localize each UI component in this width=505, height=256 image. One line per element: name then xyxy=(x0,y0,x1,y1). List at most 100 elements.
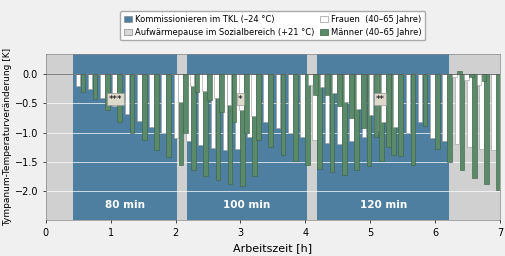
Bar xyxy=(331,74,336,93)
Bar xyxy=(178,74,182,102)
Bar xyxy=(292,74,297,161)
Bar xyxy=(417,74,422,122)
Bar xyxy=(141,74,146,140)
Bar xyxy=(317,74,322,169)
Bar xyxy=(343,74,348,102)
Bar xyxy=(247,74,251,137)
Bar xyxy=(319,74,324,87)
Bar xyxy=(324,74,329,95)
Bar xyxy=(336,74,341,144)
Bar xyxy=(469,74,473,77)
Bar xyxy=(410,74,415,165)
Bar xyxy=(464,74,468,80)
Bar xyxy=(154,74,159,150)
Bar xyxy=(356,74,361,109)
Bar xyxy=(451,74,456,77)
Bar xyxy=(210,74,215,148)
Bar xyxy=(380,74,385,122)
Bar xyxy=(348,74,354,141)
Bar xyxy=(100,74,105,98)
Y-axis label: Tympanum-Temperaturveränderung [K]: Tympanum-Temperaturveränderung [K] xyxy=(3,48,12,226)
Bar xyxy=(361,74,366,128)
Bar xyxy=(373,74,378,131)
Bar xyxy=(354,74,358,170)
Bar xyxy=(378,74,383,161)
Bar xyxy=(329,74,334,172)
Bar xyxy=(219,74,224,112)
Bar xyxy=(80,74,85,92)
Bar xyxy=(105,74,110,110)
Bar xyxy=(368,74,373,115)
Bar xyxy=(434,74,439,149)
Bar xyxy=(189,74,194,86)
Bar xyxy=(186,74,190,141)
Bar xyxy=(183,74,187,133)
Bar xyxy=(308,74,312,85)
Bar xyxy=(317,54,448,220)
Legend: Kommissionieren im TKL (–24 °C), Aufwärmepause im Sozialbereich (+21 °C), Frauen: Kommissionieren im TKL (–24 °C), Aufwärm… xyxy=(120,12,425,40)
Bar xyxy=(250,74,256,116)
Bar xyxy=(341,74,346,175)
Bar xyxy=(75,74,80,86)
Bar xyxy=(336,74,341,106)
Bar xyxy=(361,74,366,137)
Bar xyxy=(214,74,219,98)
Bar xyxy=(73,54,176,220)
Bar xyxy=(306,54,317,220)
Bar xyxy=(88,74,92,89)
Bar xyxy=(149,74,154,127)
Bar xyxy=(305,74,309,165)
Bar xyxy=(137,74,141,121)
Bar xyxy=(275,74,280,128)
Bar xyxy=(239,74,244,186)
Text: ***: *** xyxy=(109,95,122,104)
Bar xyxy=(312,74,317,95)
Bar xyxy=(366,74,371,166)
Bar xyxy=(263,74,268,122)
Bar xyxy=(112,74,117,106)
Bar xyxy=(198,74,203,145)
Bar xyxy=(176,54,187,220)
Bar xyxy=(429,74,434,138)
Bar xyxy=(222,74,227,150)
Bar xyxy=(441,74,446,141)
Bar xyxy=(299,74,305,137)
Bar xyxy=(390,74,395,155)
Bar xyxy=(231,74,236,122)
Bar xyxy=(190,74,195,170)
X-axis label: Arbeitszeit [h]: Arbeitszeit [h] xyxy=(233,243,312,253)
Bar xyxy=(312,74,317,140)
Bar xyxy=(422,74,427,125)
Text: 100 min: 100 min xyxy=(223,199,270,209)
Bar xyxy=(495,74,500,190)
Bar xyxy=(92,74,97,99)
Bar xyxy=(392,74,397,127)
Bar xyxy=(201,74,207,91)
Bar xyxy=(385,74,390,147)
Bar xyxy=(448,54,499,220)
Bar xyxy=(256,74,260,140)
Bar xyxy=(456,71,461,74)
Bar xyxy=(243,74,248,133)
Text: 80 min: 80 min xyxy=(105,199,144,209)
Bar xyxy=(117,74,122,122)
Bar xyxy=(252,74,257,176)
Bar xyxy=(466,74,471,147)
Bar xyxy=(187,54,306,220)
Bar xyxy=(227,74,232,184)
Bar xyxy=(124,74,129,114)
Bar xyxy=(446,74,451,162)
Bar xyxy=(476,74,480,85)
Bar xyxy=(373,74,378,137)
Bar xyxy=(203,74,208,176)
Bar xyxy=(471,74,476,178)
Text: **: ** xyxy=(375,95,384,104)
Bar xyxy=(215,74,220,180)
Bar xyxy=(481,74,485,81)
Bar xyxy=(478,74,483,149)
Bar xyxy=(405,74,410,133)
Bar xyxy=(235,74,239,149)
Bar xyxy=(385,74,390,125)
Bar xyxy=(268,74,273,147)
Bar xyxy=(129,74,134,133)
